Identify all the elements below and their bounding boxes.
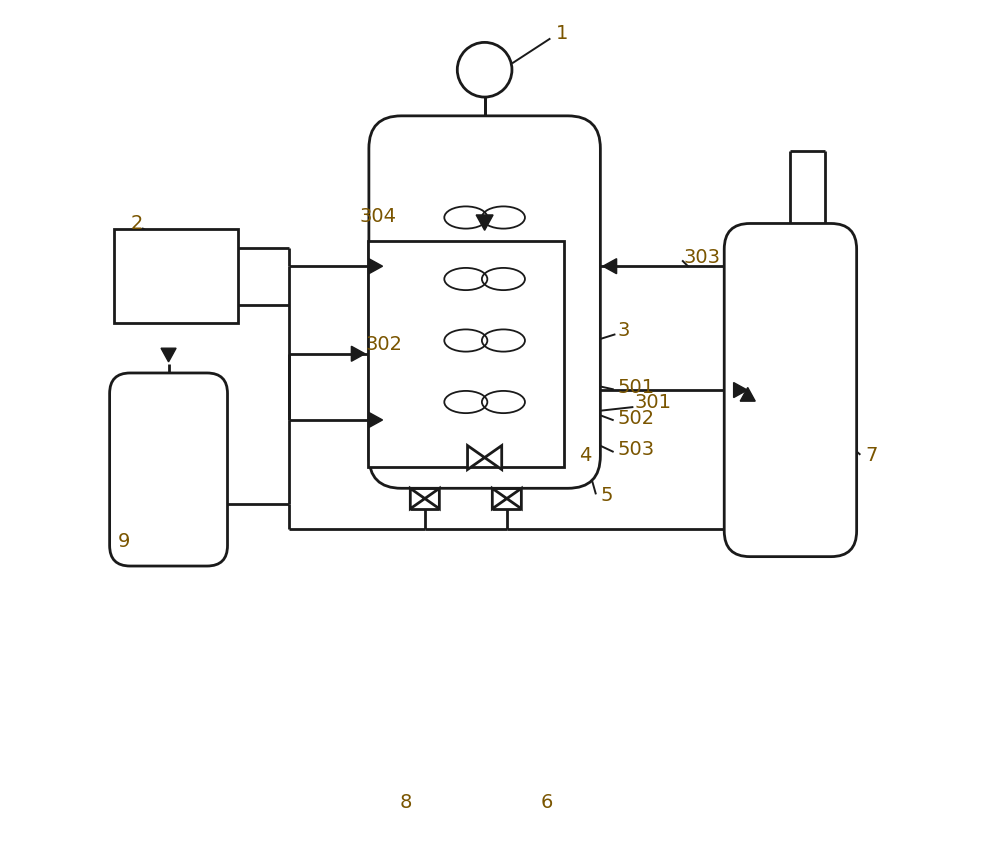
Text: 3: 3 [618,321,630,339]
Text: 302: 302 [365,335,402,354]
FancyBboxPatch shape [110,373,228,566]
Polygon shape [468,446,485,470]
Text: 502: 502 [618,409,655,428]
Polygon shape [740,387,755,401]
Polygon shape [485,446,502,470]
Polygon shape [161,348,176,362]
Polygon shape [603,259,617,273]
Text: 1: 1 [556,24,568,44]
Text: 8: 8 [399,793,412,812]
Text: 9: 9 [117,531,130,551]
Polygon shape [369,412,383,428]
Text: 5: 5 [601,486,613,505]
Text: 503: 503 [618,440,655,459]
Text: 304: 304 [359,207,396,226]
Polygon shape [476,215,493,231]
Text: 501: 501 [618,378,655,397]
Polygon shape [492,488,507,509]
FancyBboxPatch shape [369,116,600,488]
Text: 6: 6 [541,793,553,812]
Bar [114,230,238,323]
Text: 7: 7 [866,446,878,465]
FancyBboxPatch shape [724,224,857,557]
Polygon shape [369,259,383,273]
Polygon shape [734,382,747,398]
Polygon shape [351,346,365,362]
Polygon shape [425,488,439,509]
Text: 4: 4 [579,446,591,465]
Polygon shape [410,488,425,509]
Text: 301: 301 [635,393,672,412]
Bar [368,241,564,467]
Text: 303: 303 [684,249,721,267]
Text: 2: 2 [131,214,143,233]
Polygon shape [507,488,521,509]
